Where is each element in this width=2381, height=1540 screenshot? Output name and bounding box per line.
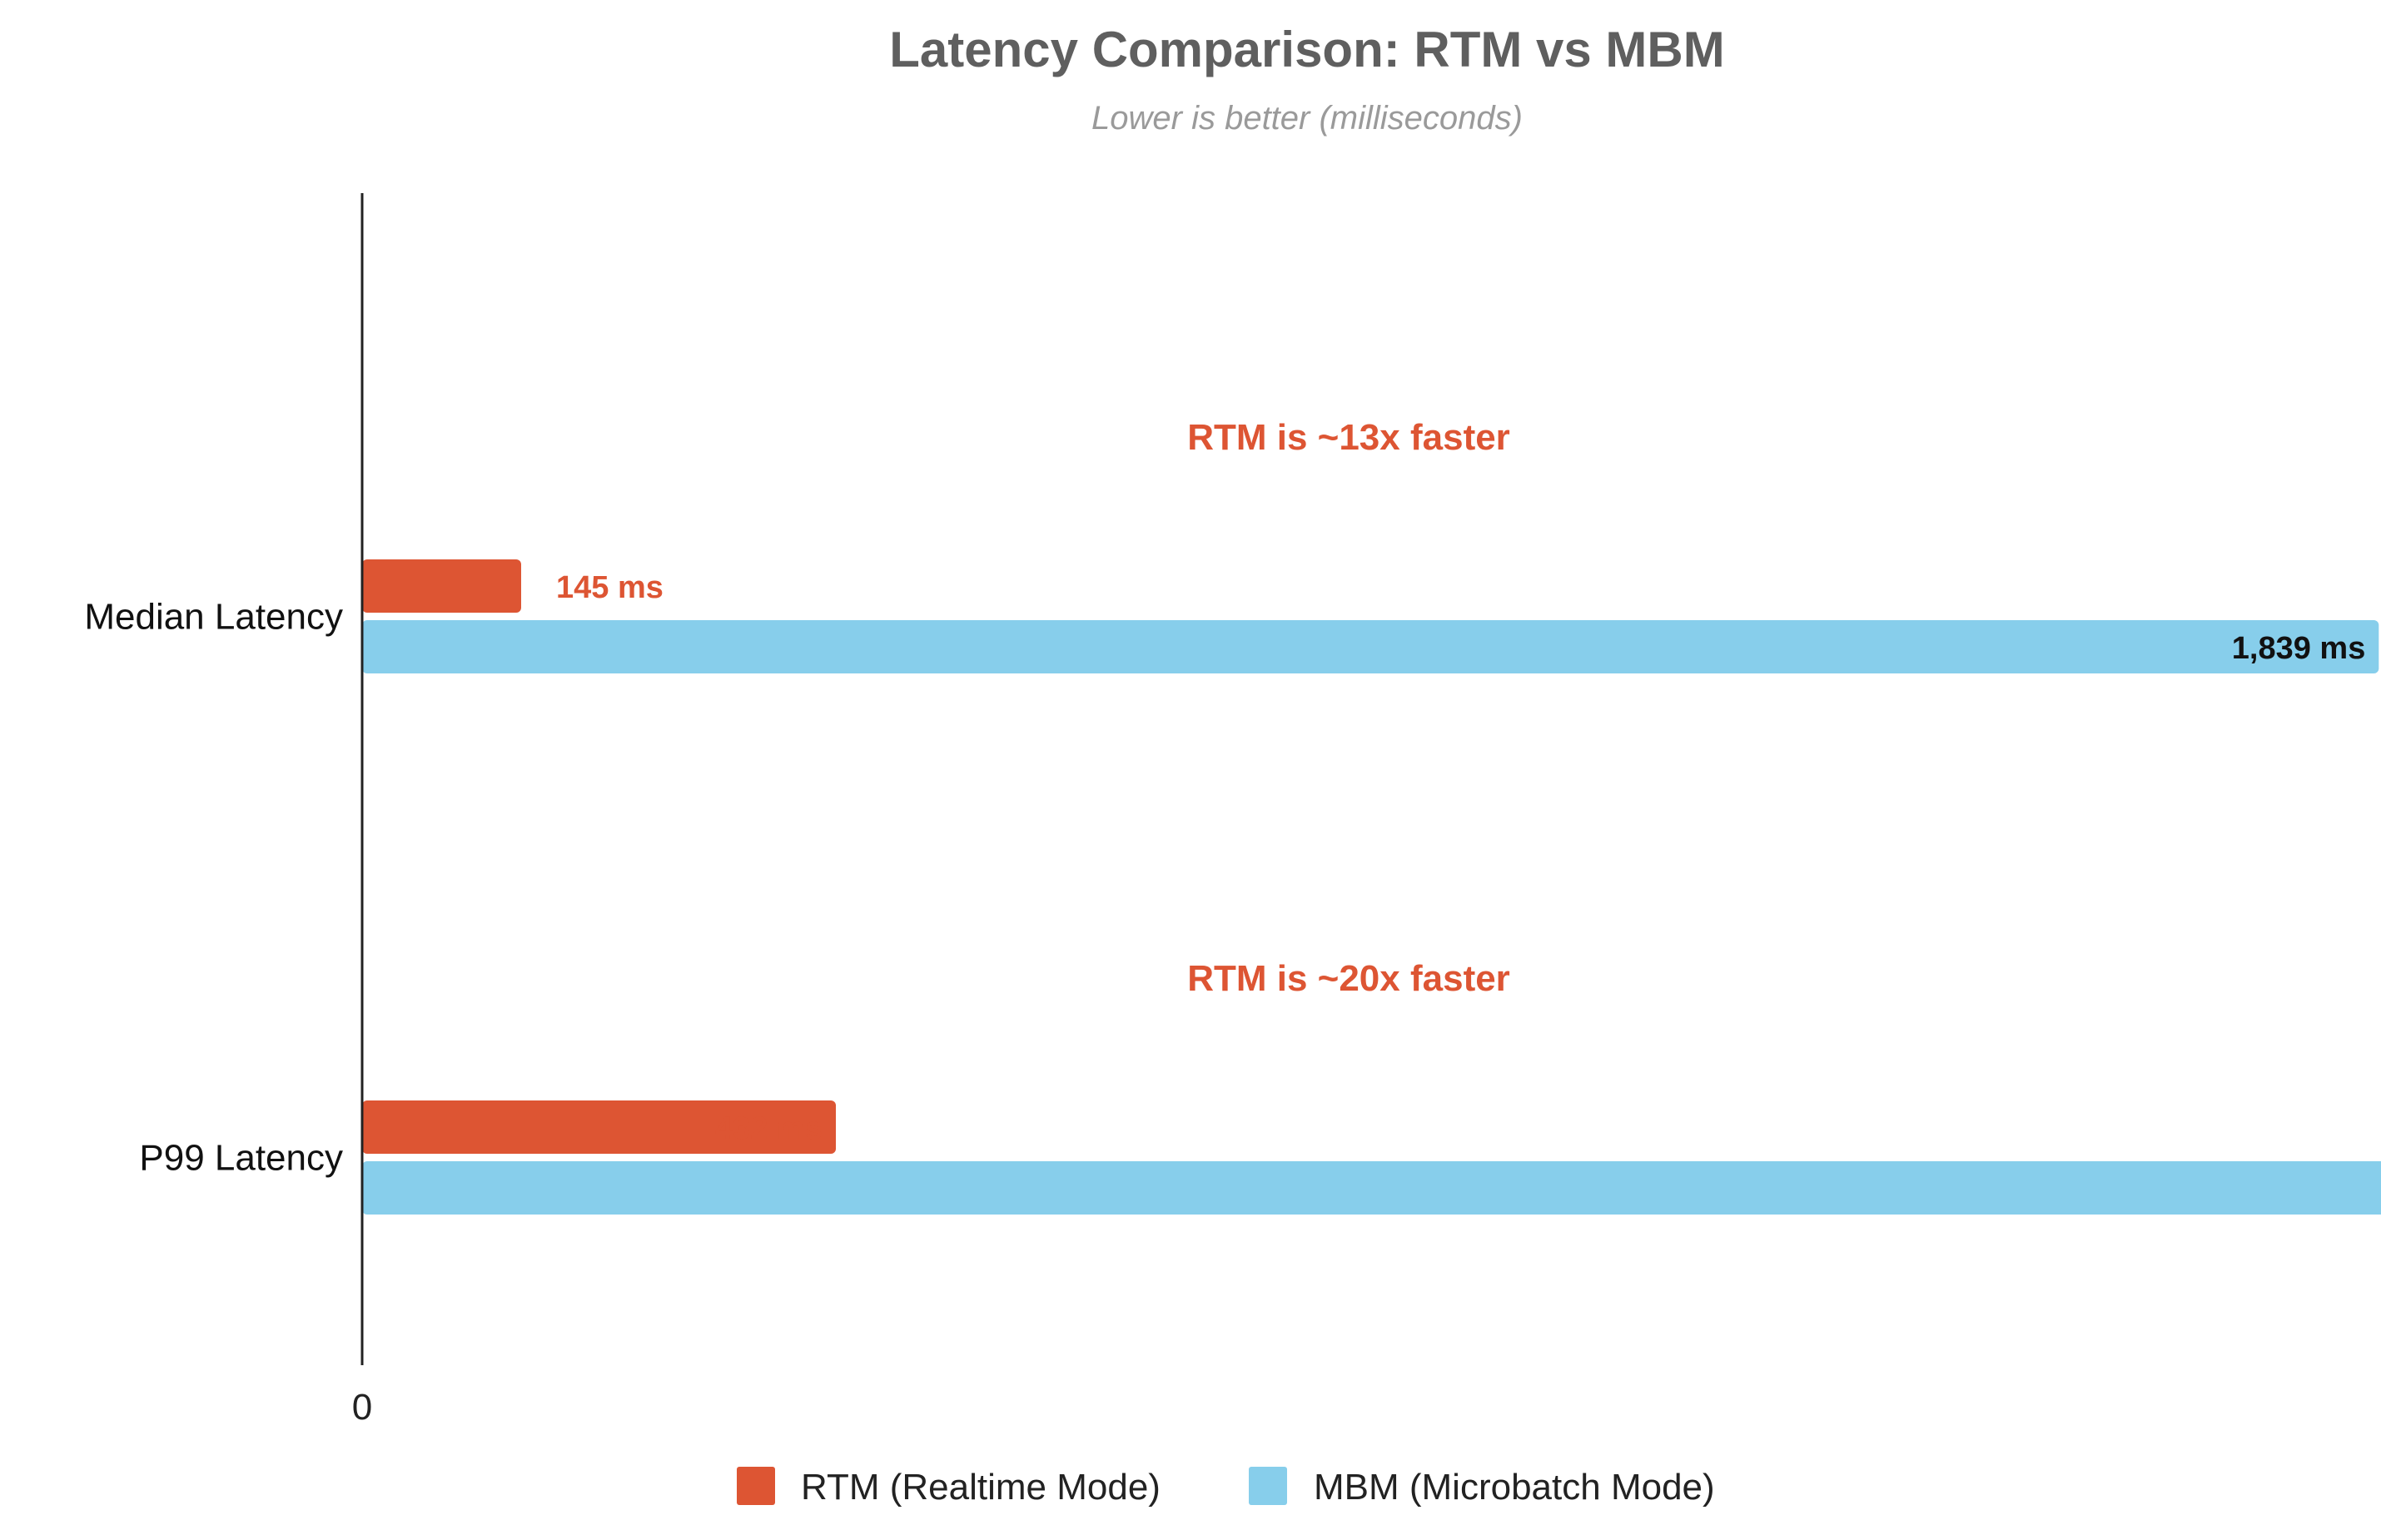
chart-title: Latency Comparison: RTM vs MBM — [889, 22, 1724, 77]
annotation-background-1 — [365, 950, 2113, 1001]
bars — [362, 559, 2381, 1215]
x-tick-label-0: 0 — [352, 1387, 372, 1428]
bar-rtm-1 — [362, 1100, 837, 1154]
legend-swatch-rtm — [737, 1467, 775, 1505]
bar-mbm-1 — [362, 1161, 2381, 1215]
legend: RTM (Realtime Mode) MBM (Microbatch Mode) — [737, 1467, 1715, 1508]
annotation-0: RTM is ~13x faster — [1187, 417, 1510, 458]
category-label-0: Median Latency — [84, 597, 343, 638]
annotations: RTM is ~13x faster RTM is ~20x faster — [365, 409, 2113, 1001]
legend-label-rtm: RTM (Realtime Mode) — [801, 1467, 1161, 1508]
bar-rtm-0 — [362, 559, 521, 613]
bar-mbm-0 — [362, 620, 2379, 673]
data-label-mbm-0: 1,839 ms — [2232, 631, 2366, 666]
annotation-background-0 — [365, 409, 2113, 460]
axes: 0250050007500 — [352, 193, 372, 1428]
legend-label-mbm: MBM (Microbatch Mode) — [1314, 1467, 1715, 1508]
category-label-1: P99 Latency — [139, 1138, 343, 1179]
annotation-1: RTM is ~20x faster — [1187, 958, 1510, 999]
legend-swatch-mbm — [1249, 1467, 1287, 1505]
chart-subtitle: Lower is better (milliseconds) — [1091, 100, 1523, 137]
data-label-rtm-1: 432 ms — [715, 1111, 823, 1146]
data-label-rtm-0: 145 ms — [556, 570, 664, 605]
